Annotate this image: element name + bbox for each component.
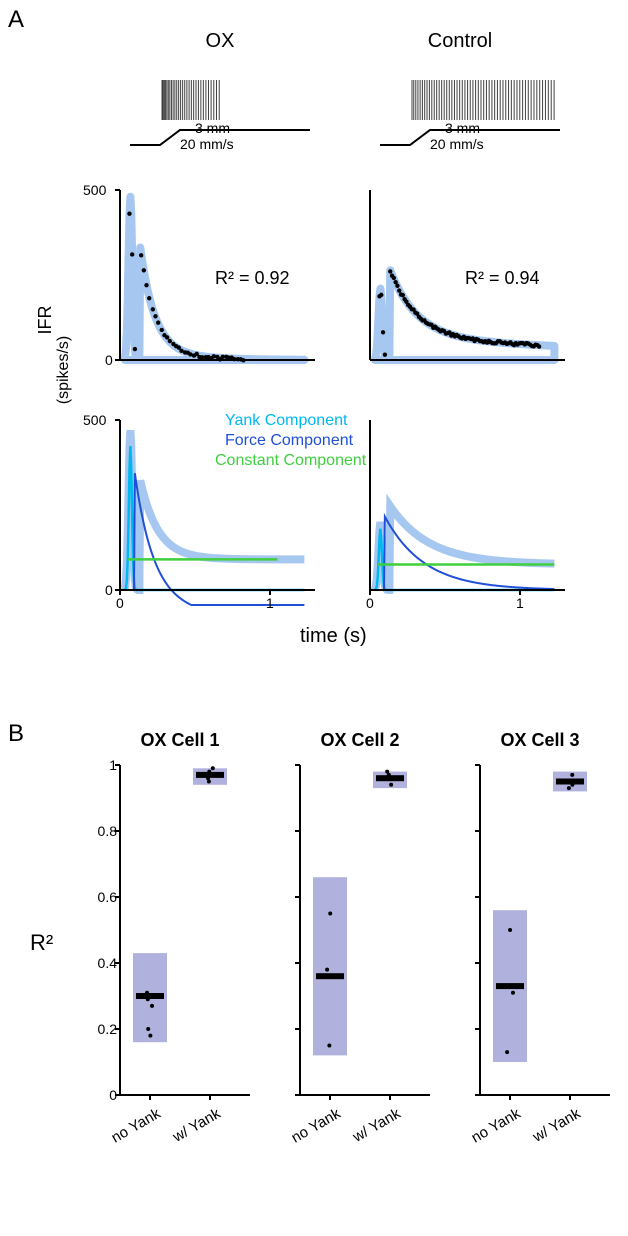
xtick-0-ox: 0 xyxy=(116,595,124,611)
b-ytick: 0.4 xyxy=(87,955,117,971)
cell-title-1: OX Cell 2 xyxy=(300,730,420,751)
ytick-500-2: 500 xyxy=(83,412,106,428)
b-ytick: 0.8 xyxy=(87,823,117,839)
stim-vel-control: 20 mm/s xyxy=(430,136,484,152)
box-plot-1 xyxy=(275,755,435,1145)
ifr-plot-control xyxy=(345,180,575,380)
col-title-ox: OX xyxy=(170,30,270,53)
stim-vel-ox: 20 mm/s xyxy=(180,136,234,152)
ifr-axis-label-line2: (spikes/s) xyxy=(55,310,73,430)
panel-a-label: A xyxy=(8,6,24,34)
box-plot-2 xyxy=(455,755,615,1145)
ifr-plot-ox xyxy=(95,180,325,380)
r2-ox: R² = 0.92 xyxy=(215,268,290,289)
box-plot-0 xyxy=(95,755,255,1145)
xtick-0-ctrl: 0 xyxy=(366,595,374,611)
time-axis-label: time (s) xyxy=(300,625,367,648)
ytick-0-1: 0 xyxy=(105,352,113,368)
xtick-1-ctrl: 1 xyxy=(516,595,524,611)
col-title-control: Control xyxy=(410,30,510,53)
ytick-500-1: 500 xyxy=(83,182,106,198)
b-ytick: 1 xyxy=(87,757,117,773)
component-plot-control xyxy=(345,410,575,610)
b-ytick: 0.6 xyxy=(87,889,117,905)
ifr-axis-label-line1: IFR xyxy=(35,260,56,380)
component-plot-ox xyxy=(95,410,325,610)
r2-axis-label: R² xyxy=(30,930,53,956)
stim-disp-ox: 3 mm xyxy=(195,120,230,136)
ytick-0-2: 0 xyxy=(105,582,113,598)
cell-title-2: OX Cell 3 xyxy=(480,730,600,751)
b-ytick: 0 xyxy=(87,1087,117,1103)
stim-disp-control: 3 mm xyxy=(445,120,480,136)
r2-control: R² = 0.94 xyxy=(465,268,540,289)
cell-title-0: OX Cell 1 xyxy=(120,730,240,751)
panel-b-label: B xyxy=(8,720,24,748)
xtick-1-ox: 1 xyxy=(266,595,274,611)
b-ytick: 0.2 xyxy=(87,1021,117,1037)
